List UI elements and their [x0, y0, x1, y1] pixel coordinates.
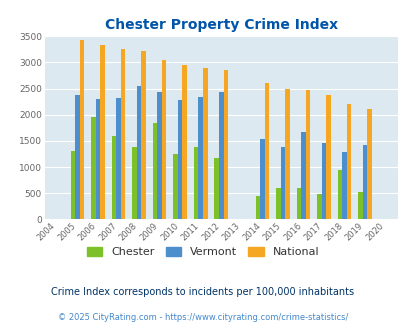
Bar: [121, 49, 125, 219]
Bar: [218, 92, 223, 219]
Bar: [202, 68, 207, 219]
Bar: [367, 109, 371, 219]
Bar: [296, 188, 301, 219]
Bar: [214, 158, 218, 219]
Bar: [157, 92, 162, 219]
Bar: [223, 70, 228, 219]
Text: © 2025 CityRating.com - https://www.cityrating.com/crime-statistics/: © 2025 CityRating.com - https://www.city…: [58, 313, 347, 322]
Bar: [116, 98, 121, 219]
Bar: [100, 45, 104, 219]
Bar: [341, 152, 346, 219]
Bar: [162, 60, 166, 219]
Text: Crime Index corresponds to incidents per 100,000 inhabitants: Crime Index corresponds to incidents per…: [51, 287, 354, 297]
Bar: [96, 99, 100, 219]
Bar: [280, 147, 284, 219]
Bar: [325, 95, 330, 219]
Bar: [275, 188, 280, 219]
Bar: [346, 104, 350, 219]
Bar: [305, 90, 309, 219]
Bar: [91, 117, 96, 219]
Bar: [79, 41, 84, 219]
Bar: [136, 86, 141, 219]
Bar: [260, 139, 264, 219]
Bar: [141, 51, 145, 219]
Bar: [173, 154, 177, 219]
Legend: Chester, Vermont, National: Chester, Vermont, National: [82, 243, 323, 262]
Bar: [132, 147, 136, 219]
Bar: [316, 194, 321, 219]
Bar: [194, 147, 198, 219]
Bar: [198, 97, 202, 219]
Bar: [177, 100, 182, 219]
Bar: [301, 132, 305, 219]
Bar: [284, 89, 289, 219]
Bar: [70, 151, 75, 219]
Bar: [182, 65, 187, 219]
Bar: [362, 145, 367, 219]
Bar: [321, 143, 325, 219]
Bar: [337, 170, 341, 219]
Bar: [153, 123, 157, 219]
Title: Chester Property Crime Index: Chester Property Crime Index: [104, 18, 337, 32]
Bar: [111, 136, 116, 219]
Bar: [264, 83, 269, 219]
Bar: [75, 95, 79, 219]
Bar: [357, 192, 362, 219]
Bar: [255, 196, 260, 219]
